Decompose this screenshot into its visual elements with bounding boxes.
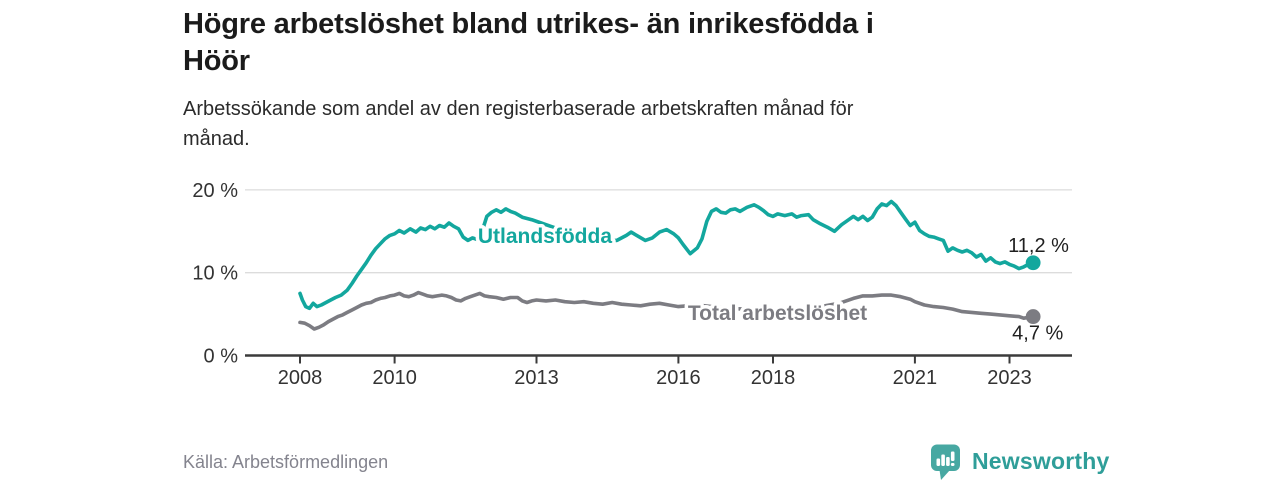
x-axis-label-2023: 2023 bbox=[987, 367, 1032, 389]
x-axis-label-2016: 2016 bbox=[656, 367, 701, 389]
axis-ticks: 20 % 10 % 0 % 2008 2010 2013 2016 2018 2021 2023 bbox=[192, 180, 1031, 389]
page-subtitle: Arbetssökande som andel av den registerb… bbox=[183, 94, 1083, 154]
series-label-utlandsf-dda: Utlandsfödda bbox=[478, 225, 612, 248]
x-axis-label-2008: 2008 bbox=[278, 367, 323, 389]
end-value-label-utlandsf-dda: 11,2 % bbox=[1008, 235, 1069, 257]
newsworthy-bar-chart-icon bbox=[931, 444, 960, 480]
series-line-total-arbetsl-shet bbox=[298, 290, 1035, 331]
page-title-line2: Höör bbox=[183, 45, 250, 77]
x-axis-label-2018: 2018 bbox=[751, 367, 796, 389]
y-axis-label-0: 0 % bbox=[204, 346, 239, 368]
page-title: Högre arbetslöshet bland utrikes- än inr… bbox=[183, 6, 1083, 80]
page-title-line1: Högre arbetslöshet bland utrikes- än inr… bbox=[183, 8, 874, 40]
series-label-total-arbetsl-shet: Total arbetslöshet bbox=[688, 302, 867, 325]
x-axis-label-2010: 2010 bbox=[372, 367, 417, 389]
page-subtitle-line2: månad. bbox=[183, 128, 250, 150]
newsworthy-logo: Newsworthy bbox=[928, 443, 1109, 480]
newsworthy-wordmark: Newsworthy bbox=[972, 448, 1110, 474]
source-note: Källa: Arbetsförmedlingen bbox=[183, 452, 389, 472]
x-axis-label-2013: 2013 bbox=[514, 367, 559, 389]
series-lines bbox=[298, 199, 1041, 331]
y-axis-label-10: 10 % bbox=[192, 263, 238, 285]
series-line-utlandsf-dda bbox=[298, 199, 1035, 311]
chart-header: Högre arbetslöshet bland utrikes- än inr… bbox=[183, 6, 1083, 80]
series-end-dot-utlandsf-dda bbox=[1025, 255, 1041, 271]
y-axis-label-20: 20 % bbox=[192, 180, 238, 202]
gridlines bbox=[245, 189, 1072, 357]
series-end-dot-total-arbetsl-shet bbox=[1025, 309, 1041, 324]
page-subtitle-line1: Arbetssökande som andel av den registerb… bbox=[183, 98, 854, 120]
x-axis-label-2021: 2021 bbox=[893, 367, 938, 389]
chart-labels: Utlandsfödda 11,2 % Total arbetslöshet 4,7 … bbox=[474, 221, 1069, 345]
end-value-label-total-arbetsl-shet: 4,7 % bbox=[1012, 323, 1063, 345]
